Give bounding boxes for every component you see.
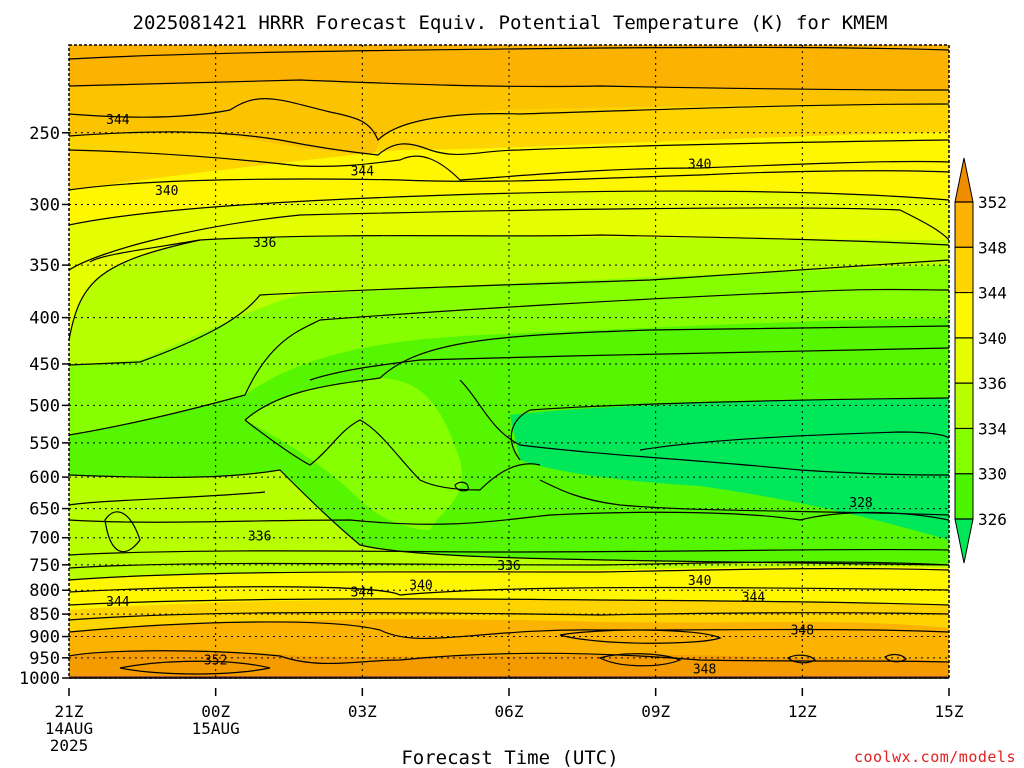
x-tick-label: 15Z [935, 702, 964, 721]
colorbar-label: 344 [978, 284, 1007, 303]
svg-text:352: 352 [204, 654, 227, 669]
x-tick-label: 2025 [50, 736, 89, 755]
y-tick-label: 250 [29, 124, 60, 144]
svg-text:340: 340 [688, 157, 711, 172]
colorbar: 352 348 344 340 336 334 330 326 [954, 157, 1007, 564]
svg-text:340: 340 [155, 184, 178, 199]
y-tick-label: 600 [29, 468, 60, 488]
svg-text:340: 340 [409, 578, 432, 593]
x-axis-label: Forecast Time (UTC) [401, 747, 618, 768]
x-tick-label: 21Z [55, 702, 84, 721]
x-tick-label: 06Z [495, 702, 524, 721]
contour-label: 344 [742, 591, 766, 606]
contour-label: 344 [351, 165, 375, 180]
contour-label: 340 [688, 574, 711, 589]
svg-text:344: 344 [106, 595, 130, 610]
svg-text:348: 348 [791, 623, 814, 638]
colorbar-label: 326 [978, 510, 1007, 529]
contour-label: 352 [204, 654, 227, 669]
svg-text:336: 336 [253, 236, 276, 251]
colorbar-segment [955, 337, 973, 384]
y-tick-label: 500 [29, 396, 60, 416]
x-tick-label: 15AUG [192, 719, 240, 738]
plot-area: 344 344 340 340 336 328 336 336 340 340 344 344 344 3… [69, 45, 949, 678]
colorbar-label: 348 [978, 238, 1007, 257]
contour-label: 348 [791, 623, 814, 638]
y-tick-label: 900 [29, 628, 60, 648]
contour-label: 328 [849, 496, 872, 511]
y-tick-label: 350 [29, 256, 60, 276]
y-tick-label: 300 [29, 195, 60, 215]
svg-text:344: 344 [351, 586, 375, 601]
colorbar-segment [955, 202, 973, 248]
contour-label: 340 [688, 157, 711, 172]
colorbar-segment [955, 473, 973, 519]
x-tick-label: 09Z [641, 702, 670, 721]
x-tick-label: 03Z [348, 702, 377, 721]
colorbar-label: 336 [978, 374, 1007, 393]
y-tick-label: 550 [29, 434, 60, 454]
x-tick-label: 00Z [201, 702, 230, 721]
svg-text:328: 328 [849, 496, 872, 511]
y-tick-label: 750 [29, 556, 60, 576]
x-tick-label: 12Z [788, 702, 817, 721]
contour-label: 336 [253, 236, 276, 251]
colorbar-cap-top [954, 157, 974, 203]
contour-label: 336 [248, 530, 271, 545]
contour-label: 336 [497, 559, 520, 574]
colorbar-segment [955, 247, 973, 293]
y-tick-label: 850 [29, 605, 60, 625]
svg-text:336: 336 [497, 559, 520, 574]
credit-text: coolwx.com/models [853, 748, 1016, 766]
contour-labels: 344 344 340 340 336 328 336 336 340 340 344 344 344 3… [106, 113, 873, 677]
colorbar-cap-bottom [954, 518, 974, 564]
contour-label: 340 [155, 184, 178, 199]
svg-text:336: 336 [248, 530, 271, 545]
colorbar-segment [955, 292, 973, 338]
svg-text:340: 340 [688, 574, 711, 589]
y-tick-label: 450 [29, 355, 60, 375]
colorbar-segment [955, 428, 973, 474]
y-tick-label: 950 [29, 649, 60, 669]
y-tick-label: 400 [29, 309, 60, 329]
contour-label: 340 [409, 578, 432, 593]
svg-text:344: 344 [106, 113, 130, 128]
colorbar-label: 352 [978, 193, 1007, 212]
svg-text:348: 348 [693, 662, 716, 677]
contour-label: 348 [693, 662, 716, 677]
colorbar-segment [955, 383, 973, 429]
chart-title: 2025081421 HRRR Forecast Equiv. Potentia… [133, 12, 888, 34]
contour-label: 344 [106, 113, 130, 128]
contour-label: 344 [106, 595, 130, 610]
contour-label: 344 [351, 586, 375, 601]
y-tick-label: 650 [29, 500, 60, 520]
x-tick-label: 14AUG [45, 719, 93, 738]
y-axis: 250 300 350 400 450 500 550 600 650 700 750 800 850 9… [19, 124, 69, 689]
y-tick-label: 800 [29, 581, 60, 601]
svg-text:344: 344 [742, 591, 766, 606]
svg-text:344: 344 [351, 165, 375, 180]
colorbar-label: 334 [978, 419, 1007, 438]
y-tick-label: 700 [29, 529, 60, 549]
y-tick-label: 1000 [19, 669, 60, 689]
colorbar-label: 340 [978, 329, 1007, 348]
colorbar-label: 330 [978, 465, 1007, 484]
